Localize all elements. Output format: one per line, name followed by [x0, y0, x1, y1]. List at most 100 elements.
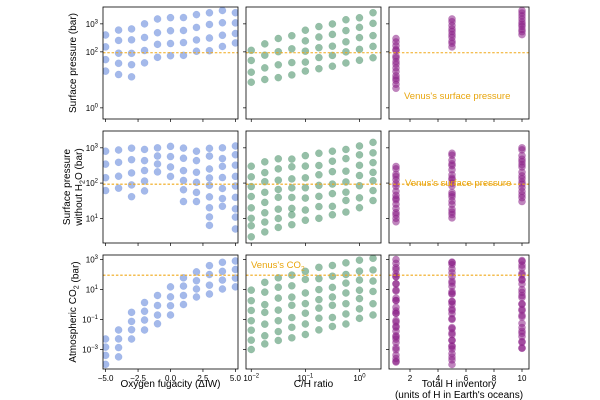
row-ylabel: Surface pressure (bar) — [68, 13, 79, 113]
data-point — [369, 158, 377, 167]
data-point — [315, 22, 323, 31]
data-point — [369, 196, 377, 205]
data-point — [328, 51, 337, 60]
axes-frame — [102, 6, 239, 120]
data-point — [288, 184, 296, 192]
data-point — [355, 294, 364, 303]
data-point — [315, 295, 323, 304]
data-point — [301, 194, 310, 202]
data-point — [274, 73, 283, 82]
data-point — [218, 285, 227, 293]
venus-pressure-label-middle: Venus's surface pressure — [405, 178, 511, 189]
data-point — [153, 15, 162, 23]
data-point — [127, 60, 136, 69]
data-point — [328, 157, 337, 166]
data-point — [247, 345, 256, 354]
data-point — [355, 256, 364, 265]
data-point — [153, 319, 162, 328]
data-point — [328, 293, 337, 301]
data-point — [342, 178, 350, 186]
data-point — [274, 294, 283, 302]
data-point — [140, 156, 149, 165]
data-point — [448, 188, 456, 197]
axes-frame — [388, 130, 530, 244]
data-point — [355, 203, 364, 212]
data-point — [328, 30, 337, 39]
data-points — [392, 255, 526, 369]
data-point — [392, 280, 400, 288]
data-point — [301, 206, 310, 214]
data-point — [274, 34, 283, 43]
data-point — [342, 310, 350, 318]
data-point — [342, 279, 350, 287]
data-point — [274, 214, 283, 223]
data-point — [127, 181, 136, 189]
data-point — [315, 181, 323, 190]
data-point — [301, 26, 310, 35]
data-point — [205, 281, 214, 289]
data-point — [355, 161, 364, 170]
x-tick-label: 8 — [492, 374, 497, 383]
data-point — [369, 31, 377, 40]
data-point — [127, 49, 136, 58]
data-point — [192, 285, 201, 293]
data-point — [355, 56, 364, 65]
data-point — [328, 301, 337, 310]
data-point — [448, 149, 456, 158]
data-point — [140, 298, 149, 307]
data-point — [355, 276, 364, 284]
data-point — [260, 75, 269, 84]
data-point — [153, 160, 162, 168]
data-point — [103, 173, 110, 182]
y-tick-label: 101 — [86, 214, 99, 224]
data-point — [315, 161, 323, 170]
data-point — [205, 221, 214, 230]
data-point — [328, 42, 337, 50]
data-point — [179, 185, 188, 194]
x-tick-label: −5.0 — [98, 374, 114, 383]
data-point — [342, 196, 350, 205]
data-point — [140, 316, 149, 324]
data-point — [247, 173, 256, 181]
data-point — [114, 36, 123, 45]
axes-frame — [245, 130, 382, 244]
data-point — [342, 154, 350, 163]
data-point — [355, 23, 364, 32]
data-point — [166, 142, 175, 151]
data-point — [342, 259, 350, 267]
data-point — [342, 270, 350, 279]
data-point — [288, 175, 296, 183]
data-point — [127, 192, 136, 201]
data-point — [205, 270, 214, 279]
data-point — [301, 162, 310, 170]
data-point — [518, 144, 526, 152]
data-point — [205, 203, 214, 212]
data-point — [315, 326, 323, 334]
data-point — [179, 274, 188, 282]
data-point — [247, 221, 256, 230]
axes-frame — [245, 6, 382, 120]
row-ylabel: Atmospheric CO2 (bar) — [68, 261, 82, 362]
data-point — [342, 208, 350, 216]
data-point — [127, 25, 136, 33]
data-point — [103, 147, 110, 156]
data-points — [103, 257, 238, 369]
data-point — [205, 290, 214, 298]
data-point — [448, 258, 456, 266]
data-point — [342, 188, 350, 196]
data-point — [231, 213, 238, 221]
data-point — [342, 48, 350, 56]
data-point — [231, 172, 238, 181]
data-point — [328, 261, 337, 270]
data-point — [328, 322, 337, 331]
row-ylabel: without H2O (bar) — [74, 148, 87, 226]
data-point — [166, 26, 175, 35]
data-point — [369, 266, 377, 274]
y-tick-label: 103 — [86, 19, 99, 29]
data-point — [103, 43, 110, 51]
data-point — [103, 186, 110, 195]
data-point — [179, 38, 188, 47]
data-point — [153, 311, 162, 319]
data-point — [260, 51, 269, 60]
data-point — [448, 297, 456, 306]
